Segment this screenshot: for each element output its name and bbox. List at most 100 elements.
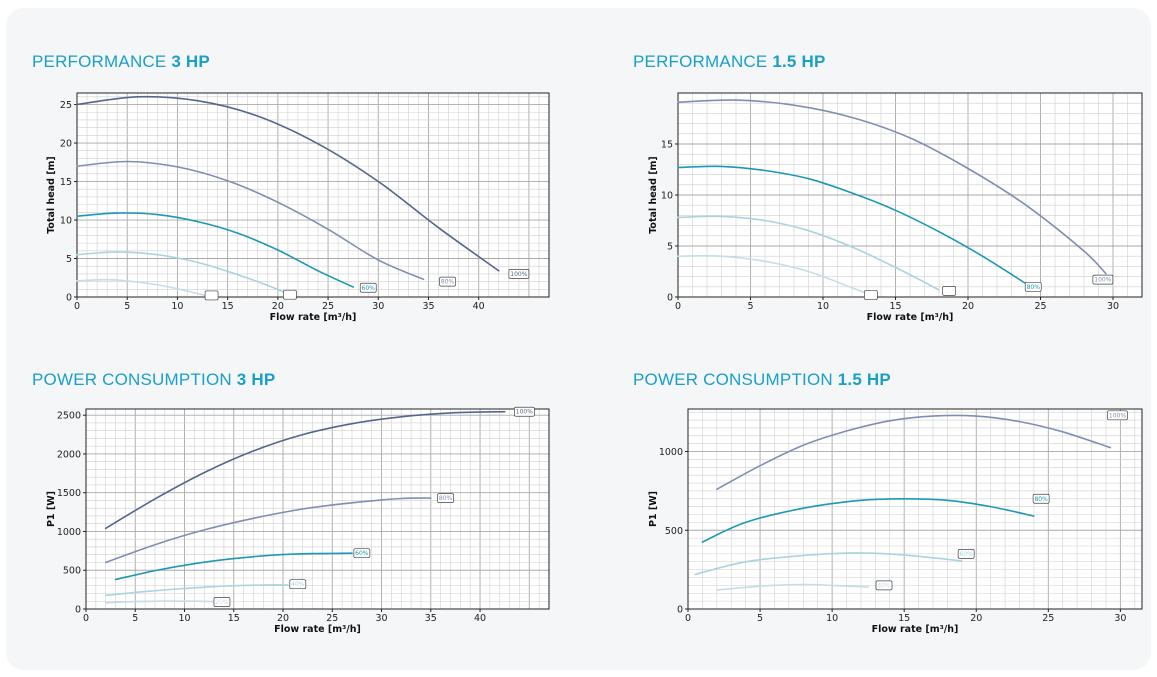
y-tick-label: 0 [677,605,683,616]
x-tick-label: 30 [372,301,384,312]
series-line-100pct [76,95,500,272]
series-line-60pct [694,552,963,576]
chart-3-group: 0 5 10 15 20 25 30 0 500 1000 Flow rate [m³/h] P1 [… [648,408,1143,635]
series-line-100pct [716,414,1112,491]
y-tick-label: 1000 [659,447,683,458]
series-label-box [863,290,878,300]
x-tick-label: 5 [757,613,763,624]
grid [677,92,1143,298]
series-label: 80% [1027,284,1041,291]
y-tick-label: 1000 [57,527,81,538]
series-label-box [213,597,231,607]
x-tick-label: 10 [178,613,190,624]
series-label: 60% [959,551,973,558]
y-tick-label: 10 [60,216,72,227]
series-label-box [875,580,893,591]
series-line-40pct [677,215,940,291]
x-tick-label: 15 [898,613,910,624]
x-tick-label: 35 [425,613,437,624]
chart-title-performance-3hp: PERFORMANCE 3 HP [32,52,210,71]
chart-2-group: 0 5 10 15 20 25 30 35 40 0 500 1000 1500 2000 2500 Flow… [46,406,550,635]
x-tick-label: 25 [326,613,338,624]
series-line-20pct [104,600,215,604]
series-label-box [359,282,377,293]
plot-area [86,409,549,609]
series-label-box [1024,281,1042,292]
x-tick-label: 20 [277,613,289,624]
series-line-40pct [716,583,869,591]
series-label: 100% [510,271,527,278]
x-tick-label: 20 [272,301,284,312]
series-label-box [204,290,219,301]
x-tick-label: 40 [473,301,485,312]
series-label: 60% [362,285,376,292]
y-axis-label: Total head [m] [648,156,659,234]
series-line-20pct [76,278,213,298]
plot-area [77,93,549,297]
x-tick-label: 40 [474,613,486,624]
x-tick-label: 20 [970,613,982,624]
series-label-box [353,548,371,559]
y-tick-label: 2000 [57,449,81,460]
series-line-80pct [701,497,1035,543]
series-line-60pct [677,165,1027,285]
series-line-20pct [677,255,872,296]
series-label-box [508,269,530,279]
x-tick-label: 25 [1042,613,1054,624]
y-tick-label: 0 [667,293,673,304]
chart-title-power-3hp: POWER CONSUMPTION 3 HP [32,370,276,389]
y-tick-label: 0 [66,293,72,304]
series-label-box [1092,274,1114,285]
y-axis-label: P1 [W] [648,491,659,527]
x-axis-label: Flow rate [m³/h] [270,312,357,323]
y-tick-label: 10 [661,191,673,202]
x-tick-label: 0 [74,301,80,312]
x-tick-label: 0 [83,613,89,624]
y-tick-label: 500 [665,526,683,537]
series-label-box [1107,410,1128,421]
plot-frame [687,408,1143,610]
x-tick-label: 25 [322,301,334,312]
series-line-60pct [114,552,353,581]
x-tick-label: 20 [962,301,974,312]
y-tick-label: 2500 [57,411,81,422]
x-tick-label: 15 [222,301,234,312]
y-tick-label: 5 [66,254,72,265]
y-axis-label: P1 [W] [46,491,57,527]
x-tick-label: 15 [228,613,240,624]
series-label-box [289,579,307,590]
x-tick-label: 35 [422,301,434,312]
x-tick-label: 5 [132,613,138,624]
grid [76,93,550,298]
series-label: 40% [877,582,891,589]
series-label: 100% [516,409,533,416]
series-label-box [283,289,297,300]
series-line-40pct [76,251,291,296]
series-label-box [437,493,454,503]
series-label: 100% [1109,412,1126,419]
series-label-box [1032,493,1050,504]
series-label: 20% [215,599,229,606]
y-tick-label: 25 [60,100,72,111]
chart-title-power-1-5hp: POWER CONSUMPTION 1.5 HP [633,370,891,389]
y-tick-label: 0 [75,605,81,616]
y-tick-label: 5 [667,242,673,253]
x-tick-label: 5 [124,301,130,312]
y-tick-label: 500 [63,566,81,577]
series-label-box [957,549,975,559]
series-label-box [514,406,535,417]
x-tick-label: 30 [1114,613,1126,624]
x-tick-label: 0 [675,301,681,312]
series-label: 80% [439,495,453,502]
y-tick-label: 15 [661,140,673,151]
series-label: 40% [291,581,305,588]
series-label-box [942,286,957,296]
series-label: 60% [355,550,369,557]
series-line-60pct [76,212,354,288]
series-line-100pct [104,410,506,530]
grid [687,409,1142,610]
series-line-80pct [76,160,425,281]
series-line-80pct [104,497,432,564]
